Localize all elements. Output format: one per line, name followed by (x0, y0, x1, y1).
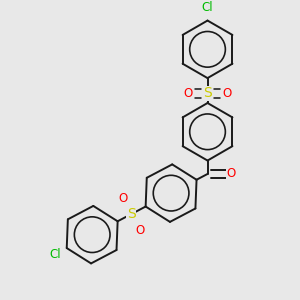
Text: O: O (135, 224, 144, 237)
Text: O: O (227, 167, 236, 181)
Text: O: O (184, 87, 193, 100)
Text: Cl: Cl (49, 248, 61, 261)
Text: Cl: Cl (202, 1, 213, 13)
Text: O: O (222, 87, 231, 100)
Text: O: O (118, 191, 128, 205)
Text: S: S (203, 86, 212, 100)
Text: S: S (127, 207, 136, 221)
